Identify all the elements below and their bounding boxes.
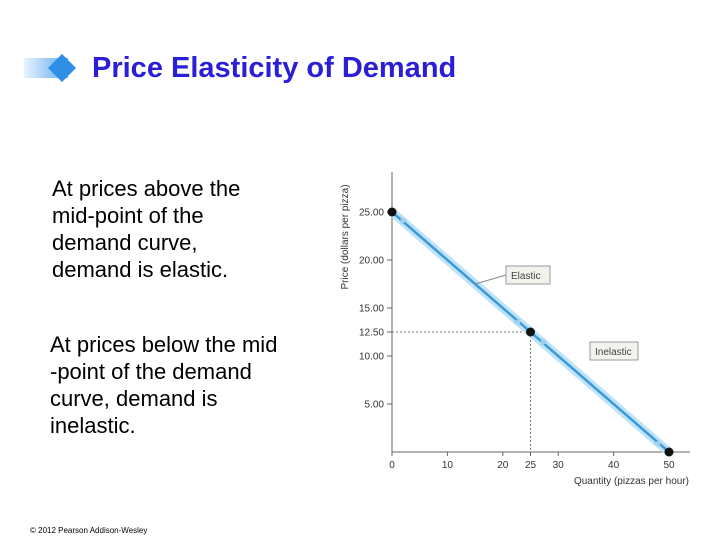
text-line: mid-point of the [52, 203, 204, 228]
paragraph-elastic: At prices above the mid-point of the dem… [52, 175, 240, 283]
x-tick-label: 0 [389, 460, 395, 471]
y-tick-label: 25.00 [359, 208, 384, 219]
y-tick-label: 5.00 [365, 400, 385, 411]
x-tick-label: 40 [608, 460, 620, 471]
text-line: demand curve, [52, 230, 198, 255]
diamond-bullet-icon [48, 54, 76, 82]
y-tick-label: 12.50 [359, 328, 384, 339]
x-axis-label: Quantity (pizzas per hour) [574, 476, 689, 487]
text-line: demand is elastic. [52, 257, 229, 282]
annotation-leader [474, 274, 507, 285]
copyright-notice: © 2012 Pearson Addison-Wesley [30, 526, 148, 535]
text-line: At prices below the mid [50, 332, 278, 357]
x-tick-label: 25 [525, 460, 537, 471]
annotation-label: Inelastic [595, 347, 632, 358]
annotation-box [505, 265, 551, 285]
demand-arrow [540, 337, 548, 346]
data-point [526, 327, 535, 337]
data-point [664, 447, 674, 457]
paragraph-inelastic: At prices below the mid -point of the de… [50, 331, 277, 439]
x-tick-label: 30 [553, 460, 565, 471]
annotation-box [589, 341, 639, 361]
title-accent-bar [24, 54, 76, 82]
y-tick-label: 20.00 [359, 256, 384, 267]
annotation-label: Elastic [511, 271, 540, 282]
y-tick-label: 10.00 [359, 352, 384, 363]
text-line: -point of the demand [50, 359, 252, 384]
y-tick-label: 15.00 [359, 304, 384, 315]
text-line: inelastic. [50, 413, 136, 438]
slide-title: Price Elasticity of Demand [92, 52, 457, 84]
demand-arrow [653, 439, 661, 448]
text-line: At prices above the [52, 176, 241, 201]
y-axis-label: Price (dollars per pizza) [340, 184, 351, 289]
x-tick-label: 10 [442, 460, 454, 471]
x-tick-label: 20 [497, 460, 509, 471]
text-line: curve, demand is [50, 386, 218, 411]
x-tick-label: 50 [663, 460, 675, 471]
demand-arrow [400, 216, 408, 225]
data-point [387, 207, 397, 217]
demand-arrow [513, 318, 521, 327]
